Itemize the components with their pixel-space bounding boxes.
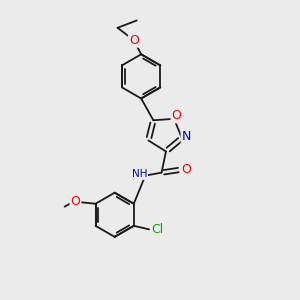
Text: O: O: [70, 195, 80, 208]
Text: NH: NH: [132, 169, 147, 179]
Text: O: O: [181, 163, 191, 176]
Text: Cl: Cl: [151, 224, 164, 236]
Text: O: O: [129, 34, 139, 47]
Text: O: O: [172, 110, 182, 122]
Text: N: N: [182, 130, 191, 143]
